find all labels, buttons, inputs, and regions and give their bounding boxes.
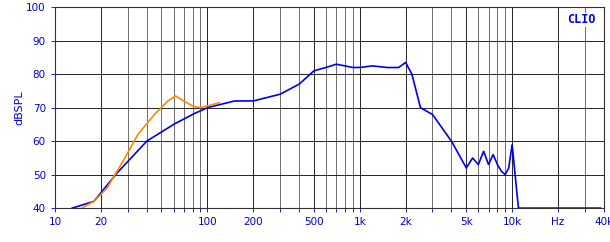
Y-axis label: dBSPL: dBSPL — [15, 90, 25, 125]
Text: CLIO: CLIO — [567, 13, 595, 26]
